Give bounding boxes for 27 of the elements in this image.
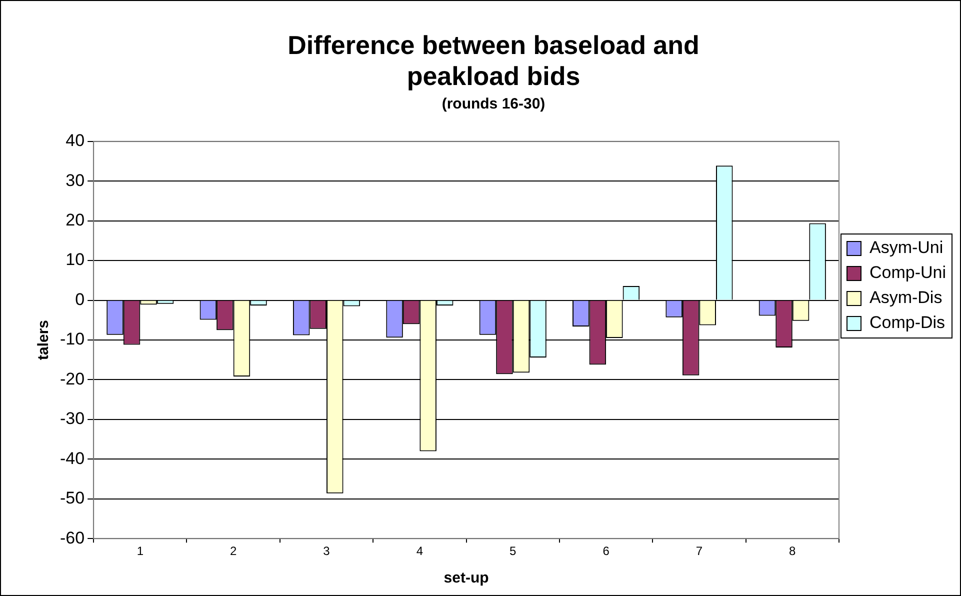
legend-label: Comp-Uni (869, 263, 946, 282)
chart-subtitle: (rounds 16-30) (442, 96, 546, 113)
y-tick-label: -50 (60, 488, 85, 508)
y-tick-label: -40 (60, 448, 85, 468)
x-tick-label: 3 (323, 544, 330, 558)
y-tick-label: 10 (66, 250, 85, 270)
y-tick-label: -10 (60, 330, 85, 349)
y-tick-label: -20 (60, 369, 85, 388)
legend-label: Comp-Dis (869, 313, 946, 332)
x-tick-label: 1 (136, 544, 144, 558)
x-tick-label: 2 (230, 544, 237, 558)
chart-title: Difference between baseload and peakload bids (288, 30, 700, 91)
legend-label: Asym-Dis (869, 288, 942, 308)
x-tick-label: 7 (696, 544, 703, 558)
x-tick-label: 8 (789, 544, 796, 558)
y-tick-label: 0 (75, 290, 85, 309)
x-tick-label: 4 (416, 544, 424, 558)
x-axis-title: set-up (444, 570, 489, 587)
y-tick-label: 40 (66, 131, 85, 150)
y-tick-label: -30 (60, 409, 85, 428)
x-tick-label: 6 (602, 544, 610, 558)
legend-label: Asym-Uni (869, 238, 944, 258)
x-tick-label: 5 (510, 544, 517, 558)
y-tick-label: 30 (66, 170, 85, 190)
y-axis-title: talers (35, 320, 52, 360)
y-tick-label: 20 (66, 210, 85, 230)
y-tick-label: -60 (60, 528, 85, 548)
